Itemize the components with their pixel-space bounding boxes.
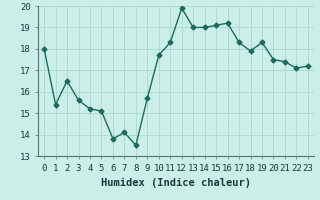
X-axis label: Humidex (Indice chaleur): Humidex (Indice chaleur) xyxy=(101,178,251,188)
